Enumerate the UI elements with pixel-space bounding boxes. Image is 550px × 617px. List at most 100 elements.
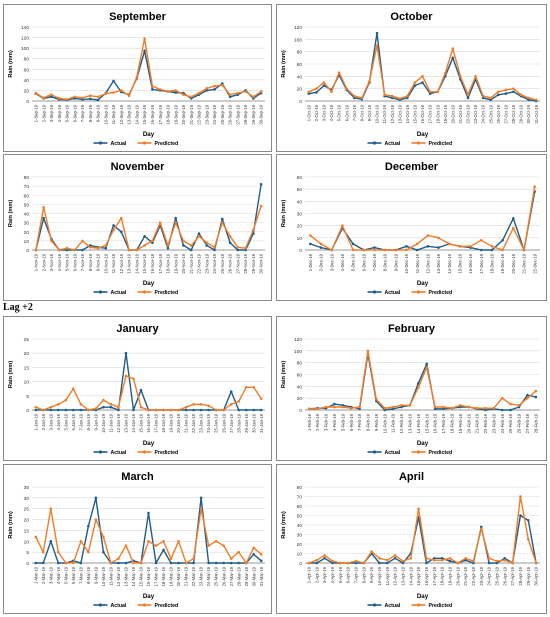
x-tick-label: 25-Feb-19 [508, 413, 513, 433]
legend-marker-actual [98, 290, 103, 294]
data-point-actual [236, 248, 240, 252]
x-tick-label: 21-Oct-19 [458, 104, 463, 123]
data-point-predicted [252, 95, 255, 99]
data-point-actual [117, 561, 120, 565]
data-point-actual [192, 408, 195, 412]
x-tick-label: 30-Mar-19 [251, 566, 256, 586]
x-tick-label: 6-Oct-19 [344, 104, 349, 121]
x-tick-label: 5-Feb-19 [340, 413, 345, 431]
x-tick-label: 1-Jan-19 [33, 413, 38, 430]
data-point-actual [199, 408, 203, 412]
x-tick-label: 20-Nov-19 [181, 253, 186, 273]
data-point-predicted [307, 561, 311, 565]
data-point-predicted [192, 403, 195, 406]
x-tick-label: 10-Dec-19 [404, 253, 409, 273]
x-tick-label: 30-Sep-19 [259, 104, 264, 124]
x-tick-label: 2-Oct-19 [314, 104, 319, 121]
x-tick-label: 26-Apr-19 [502, 566, 507, 585]
data-point-actual [526, 518, 530, 522]
legend-marker-predicted [142, 603, 147, 607]
x-tick-label: 1-Mar-19 [33, 566, 38, 584]
legend-marker-predicted [142, 450, 147, 454]
data-point-actual [205, 89, 209, 92]
x-tick-label: 29-Apr-19 [526, 566, 531, 585]
legend-label-predicted: Predicted [429, 290, 453, 296]
data-point-predicted [354, 559, 358, 563]
x-tick-label: 18-Sep-19 [166, 104, 171, 124]
data-point-predicted [490, 245, 494, 248]
x-tick-label: 28-Sep-19 [243, 104, 248, 124]
x-tick-label: 18-Jan-19 [161, 413, 166, 433]
data-point-predicted [534, 389, 538, 393]
data-point-actual [184, 408, 188, 412]
x-tick-label: 16-Sep-19 [150, 104, 155, 124]
data-point-predicted [428, 90, 432, 94]
data-point-actual [199, 496, 203, 500]
x-tick-label: 9-Apr-19 [369, 566, 374, 583]
data-point-predicted [104, 244, 108, 247]
data-point-actual [228, 95, 232, 99]
x-tick-label: 27-Mar-19 [229, 566, 234, 586]
y-tick-label: 80 [297, 50, 303, 56]
chart-october: October 0 20 40 60 80 100 120 1-Oct-19 2-Oct-19 3-… [276, 4, 547, 152]
data-point-actual [378, 561, 381, 565]
data-point-actual [307, 92, 311, 95]
data-point-actual [437, 246, 440, 249]
data-point-predicted [405, 248, 408, 252]
data-point-predicted [228, 235, 232, 238]
data-point-predicted [527, 96, 530, 100]
data-point-actual [415, 248, 419, 252]
data-point-actual [252, 553, 256, 556]
x-tick-label: 11-Mar-19 [109, 566, 114, 586]
data-point-actual [143, 49, 146, 53]
data-point-actual [205, 244, 209, 247]
data-point-actual [143, 235, 146, 238]
data-point-predicted [421, 75, 424, 78]
y-tick-label: 120 [294, 337, 302, 343]
data-point-predicted [519, 93, 523, 97]
y-tick-label: 0 [26, 248, 29, 254]
chart-february: February 0 20 40 60 80 100 120 1-Feb-19 2-Feb-19 3… [276, 316, 547, 461]
data-point-actual [96, 98, 100, 102]
data-point-actual [237, 561, 240, 565]
x-tick-label: 28-Feb-19 [533, 413, 538, 433]
x-tick-label: 29-Jan-19 [244, 413, 249, 433]
x-tick-label: 9-Oct-19 [367, 104, 372, 121]
x-tick-label: 4-Jan-19 [56, 413, 61, 430]
y-tick-label: 30 [24, 221, 30, 227]
data-point-predicted [341, 224, 344, 227]
data-point-predicted [352, 94, 356, 98]
data-point-predicted [534, 561, 538, 565]
y-axis-title: Rain (mm) [281, 511, 287, 538]
data-point-predicted [330, 248, 334, 252]
legend-marker-predicted [416, 290, 421, 294]
data-point-actual [509, 408, 512, 412]
x-tick-label: 26-Jan-19 [221, 413, 226, 433]
data-point-predicted [466, 93, 470, 97]
y-tick-label: 25 [24, 507, 30, 513]
data-point-actual [425, 561, 428, 565]
x-tick-label: 20-Mar-19 [176, 566, 181, 586]
data-point-actual [390, 96, 394, 100]
data-point-predicted [236, 245, 240, 249]
data-point-actual [112, 79, 115, 83]
x-tick-label: 9-Nov-19 [96, 253, 101, 271]
data-point-actual [192, 561, 195, 565]
data-point-actual [57, 408, 60, 412]
data-point-actual [405, 245, 408, 248]
x-tick-label: 11-Oct-19 [382, 104, 387, 123]
y-tick-label: 100 [21, 46, 29, 52]
data-point-actual [229, 561, 233, 565]
data-point-predicted [162, 408, 165, 412]
data-point-actual [72, 408, 75, 412]
x-tick-label: 23-Feb-19 [491, 413, 496, 433]
data-point-actual [124, 561, 128, 565]
data-point-actual [479, 248, 483, 252]
data-point-predicted [398, 97, 402, 100]
x-tick-label: 31-Mar-19 [259, 566, 264, 586]
data-point-predicted [117, 557, 120, 560]
y-tick-label: 20 [24, 88, 30, 94]
data-point-predicted [192, 557, 195, 560]
data-point-predicted [169, 557, 173, 560]
x-tick-label: 9-Dec-19 [393, 253, 398, 271]
